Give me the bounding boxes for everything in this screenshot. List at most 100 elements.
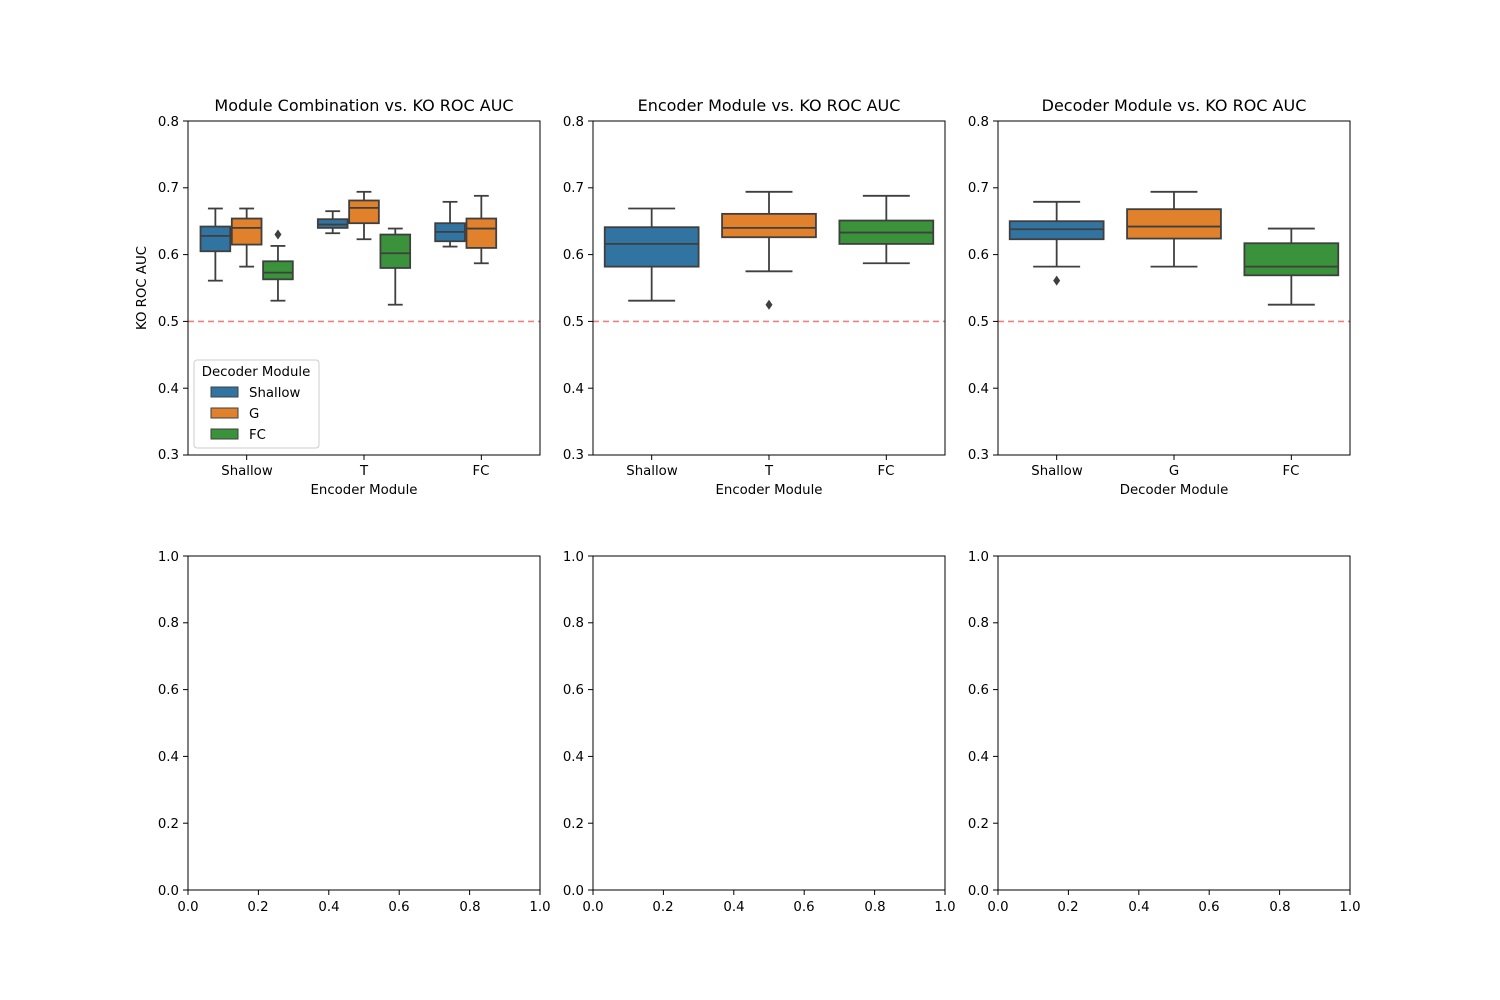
legend-swatch-fc	[210, 428, 239, 440]
panel-empty-2: 0.0 0.2 0.4 0.6 0.8 1.0 0.0 0.2 0.4 0.6 …	[563, 550, 956, 915]
x-tick-label: G	[1169, 464, 1179, 479]
x-tick-label: FC	[878, 464, 895, 479]
chart-title: Module Combination vs. KO ROC AUC	[214, 96, 513, 115]
axes-frame	[592, 120, 946, 456]
plot-area	[998, 121, 1350, 455]
x-tick-label: 0.8	[864, 900, 885, 915]
panel-encoder-module: Encoder Module vs. KO ROC AUC Encoder Mo…	[563, 96, 946, 498]
y-tick-label: 0.2	[563, 817, 584, 832]
legend-frame	[193, 359, 320, 449]
y-tick-label: 0.5	[158, 315, 179, 330]
y-tick-label: 0.7	[563, 181, 584, 196]
legend-swatch-shallow	[210, 386, 239, 398]
x-tick-label: 0.2	[247, 900, 268, 915]
x-tick-label: FC	[473, 464, 490, 479]
box-body	[230, 217, 263, 246]
x-tick-label: 0.4	[723, 900, 744, 915]
outlier-marker	[765, 299, 773, 310]
y-tick-label: 0.5	[563, 315, 584, 330]
outlier-marker	[1053, 275, 1061, 286]
y-tick-label: 0.4	[563, 382, 584, 397]
x-tick-label: FC	[1283, 464, 1300, 479]
panel-decoder-module: Decoder Module vs. KO ROC AUC Decoder Mo…	[968, 96, 1351, 498]
box-body	[316, 218, 349, 229]
x-tick-label: 0.0	[987, 900, 1008, 915]
box-body	[1243, 242, 1340, 277]
axes-frame	[997, 555, 1351, 891]
box-body	[379, 233, 412, 269]
y-tick-label: 0.8	[563, 616, 584, 631]
x-tick-label: 0.6	[388, 900, 409, 915]
y-tick-label: 0.0	[563, 884, 584, 899]
panel-empty-3: 0.0 0.2 0.4 0.6 0.8 1.0 0.0 0.2 0.4 0.6 …	[968, 550, 1361, 915]
y-tick-label: 0.8	[563, 115, 584, 130]
tick-marks	[993, 555, 1351, 895]
y-tick-label: 0.0	[158, 884, 179, 899]
box-body	[1008, 220, 1105, 241]
y-tick-label: 1.0	[158, 550, 179, 565]
x-tick-label: 0.0	[177, 900, 198, 915]
y-tick-label: 0.8	[158, 616, 179, 631]
y-tick-label: 0.0	[968, 884, 989, 899]
x-axis-label: Encoder Module	[716, 483, 823, 498]
x-tick-label: 0.8	[459, 900, 480, 915]
box-body	[199, 225, 232, 253]
box-body	[348, 199, 380, 225]
y-tick-label: 0.5	[968, 315, 989, 330]
x-tick-label: 0.4	[1128, 900, 1149, 915]
tick-marks	[588, 555, 946, 895]
x-tick-label: Shallow	[1031, 464, 1083, 479]
y-tick-label: 0.4	[158, 382, 179, 397]
x-tick-label: 0.0	[582, 900, 603, 915]
y-tick-label: 0.6	[563, 683, 584, 698]
axes-frame	[187, 555, 541, 891]
axes-frame	[592, 555, 946, 891]
box-marks	[993, 120, 1350, 460]
x-tick-label: 0.4	[318, 900, 339, 915]
y-tick-label: 0.8	[968, 616, 989, 631]
y-tick-label: 0.8	[968, 115, 989, 130]
y-tick-label: 0.7	[158, 181, 179, 196]
x-tick-label: 1.0	[529, 900, 550, 915]
y-tick-label: 0.4	[968, 382, 989, 397]
x-tick-label: 0.6	[793, 900, 814, 915]
panel-empty-1: 0.0 0.2 0.4 0.6 0.8 1.0 0.0 0.2 0.4 0.6 …	[158, 550, 551, 915]
axes-frame	[997, 120, 1351, 456]
x-tick-label: 0.8	[1269, 900, 1290, 915]
box-body	[465, 217, 498, 249]
y-tick-label: 0.2	[968, 817, 989, 832]
box-marks	[183, 120, 540, 460]
y-tick-label: 0.6	[158, 683, 179, 698]
y-tick-label: 0.2	[158, 817, 179, 832]
legend-label-shallow: Shallow	[249, 386, 301, 401]
y-tick-label: 0.8	[158, 115, 179, 130]
x-tick-label: 1.0	[934, 900, 955, 915]
y-tick-label: 0.6	[158, 248, 179, 263]
box-body	[603, 226, 700, 268]
box-body	[1126, 208, 1222, 240]
x-tick-label: 0.6	[1198, 900, 1219, 915]
y-tick-label: 0.6	[968, 683, 989, 698]
y-tick-label: 1.0	[968, 550, 989, 565]
legend-title: Decoder Module	[202, 365, 311, 380]
y-tick-label: 0.3	[563, 448, 584, 463]
y-tick-label: 0.4	[563, 750, 584, 765]
x-tick-label: Shallow	[221, 464, 273, 479]
x-axis-label: Decoder Module	[1120, 483, 1229, 498]
tick-marks	[183, 555, 541, 895]
y-tick-label: 1.0	[563, 550, 584, 565]
legend: Decoder Module Shallow G FC	[193, 359, 320, 449]
y-tick-label: 0.7	[968, 181, 989, 196]
plot-area	[593, 121, 945, 455]
x-tick-label: 1.0	[1339, 900, 1360, 915]
y-tick-label: 0.4	[968, 750, 989, 765]
outlier-marker	[274, 229, 282, 240]
y-tick-label: 0.6	[968, 248, 989, 263]
y-tick-label: 0.3	[158, 448, 179, 463]
box-body	[721, 212, 817, 239]
box-marks	[588, 120, 945, 460]
x-tick-label: T	[764, 464, 774, 479]
axes-frame	[187, 120, 541, 456]
x-tick-label: 0.2	[1057, 900, 1078, 915]
